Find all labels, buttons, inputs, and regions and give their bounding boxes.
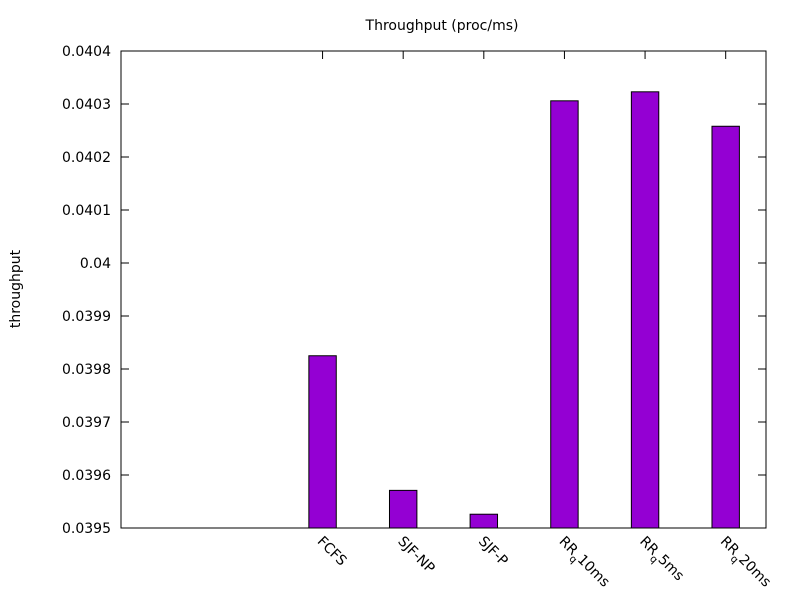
y-tick-label: 0.0396 — [62, 468, 111, 484]
bar-rrq10ms — [550, 100, 579, 529]
y-tick-label: 0.0399 — [62, 309, 111, 325]
bar-sjf-p — [469, 513, 499, 529]
bar-sjf-np — [388, 489, 418, 529]
y-axis-label: throughput — [8, 249, 24, 328]
y-tick-label: 0.0403 — [62, 97, 111, 113]
bars — [308, 91, 740, 529]
x-tick-label: SJF-NP — [394, 534, 437, 577]
x-tick-label: SJF-P — [475, 534, 511, 570]
x-tick-label: FCFS — [314, 534, 350, 570]
x-tick-label: RRq20ms — [714, 534, 774, 594]
y-tick-label: 0.0397 — [62, 415, 111, 431]
y-tick-label: 0.0404 — [62, 44, 111, 60]
bar-rrq5ms — [630, 91, 660, 529]
x-axis-ticks: FCFS SJF-NP SJF-P RRq10ms RRq5ms RRq20ms — [314, 51, 774, 594]
y-tick-label: 0.04 — [80, 256, 111, 272]
y-tick-label: 0.0401 — [62, 203, 111, 219]
x-tick-label: RRq10ms — [553, 534, 613, 594]
y-tick-label: 0.0402 — [62, 150, 111, 166]
y-tick-label: 0.0398 — [62, 362, 111, 378]
y-tick-label: 0.0395 — [62, 521, 111, 537]
y-axis-ticks: 0.0395 0.0396 0.0397 0.0398 0.0399 0.04 0.0401… — [62, 44, 766, 537]
bar-rrq20ms — [711, 125, 740, 529]
plot-frame — [120, 50, 767, 529]
chart-title: Throughput (proc/ms) — [365, 18, 519, 34]
x-tick-label: RRq5ms — [633, 534, 687, 588]
bar-fcfs — [308, 355, 337, 529]
